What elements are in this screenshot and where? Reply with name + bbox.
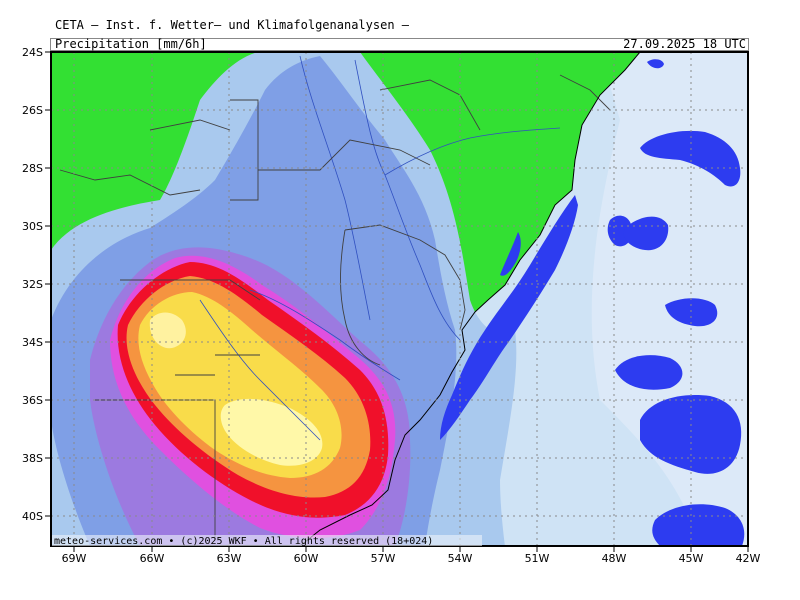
ocean-cell-8 [647,59,664,69]
lon-label-45w: 45W [679,552,704,565]
ticks [45,51,749,552]
lat-label-36s: 36S [22,394,43,407]
footer-bar [52,535,482,546]
lon-label-63w: 63W [217,552,242,565]
chart-title: CETA — Inst. f. Wetter— und Klimafolgena… [55,18,410,32]
ocean-cell-4 [665,298,718,327]
coastal-band [440,195,578,440]
ocean-cell-1 [640,130,741,187]
lat-label-32s: 32S [22,278,43,291]
lon-label-60w: 60W [294,552,319,565]
lon-label-54w: 54W [448,552,473,565]
header-frame [50,38,749,51]
precip-light-yellow [220,398,323,466]
valid-datetime: 27.09.2025 18 UTC [623,37,746,51]
coastline [299,52,641,546]
lon-label-69w: 69W [62,552,87,565]
lat-label-30s: 30S [22,220,43,233]
rivers [199,55,561,441]
lon-label-57w: 57W [371,552,396,565]
graticule [51,52,748,546]
lagoon [500,232,521,276]
lat-label-38s: 38S [22,452,43,465]
lon-label-51w: 51W [525,552,550,565]
precip-light-yellow-2 [149,312,186,349]
ocean-cell-3 [623,216,669,251]
footer-credit: meteo-services.com • (c)2025 WKF • All r… [54,536,433,547]
lat-label-28s: 28S [22,162,43,175]
ocean-cell-7 [652,504,745,546]
chart-subtitle: Precipitation [mm/6h] [55,37,207,51]
lat-label-40s: 40S [22,510,43,523]
lon-label-48w: 48W [602,552,627,565]
lat-label-24s: 24S [22,46,43,59]
lon-label-42w: 42W [736,552,761,565]
lat-label-34s: 34S [22,336,43,349]
lon-label-66w: 66W [140,552,165,565]
ocean-cell-5 [615,355,683,390]
lat-label-26s: 26S [22,104,43,117]
ocean-cell-6 [640,395,742,474]
